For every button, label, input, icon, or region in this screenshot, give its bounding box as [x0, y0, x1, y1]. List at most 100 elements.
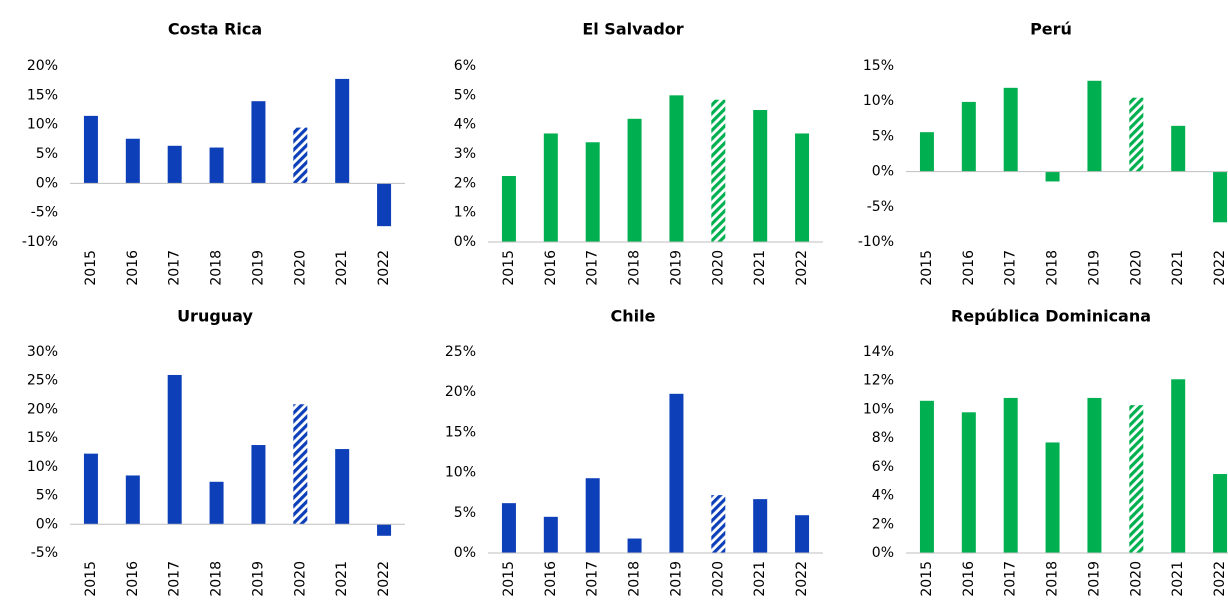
y-tick-label: 10%	[863, 93, 894, 109]
y-tick-label: 25%	[445, 344, 476, 360]
bar	[1087, 80, 1102, 172]
bar	[961, 101, 976, 172]
bar	[335, 449, 350, 525]
y-tick-label: 30%	[27, 344, 58, 360]
bar	[167, 145, 182, 184]
bar	[1213, 171, 1228, 223]
y-tick-label: 10%	[863, 401, 894, 417]
x-tick-label: 2015	[83, 250, 99, 286]
bar	[627, 118, 642, 242]
bar	[711, 99, 726, 242]
x-tick-label: 2020	[1128, 561, 1144, 597]
bar	[251, 101, 266, 184]
chart-title: Uruguay	[177, 307, 253, 326]
bar	[293, 404, 308, 525]
x-tick-label: 2018	[1045, 250, 1061, 286]
bar	[543, 516, 558, 553]
y-tick-label: 5%	[454, 87, 476, 103]
y-tick-label: -5%	[867, 199, 894, 215]
x-tick-label: 2021	[1170, 250, 1186, 286]
x-tick-label: 2016	[961, 561, 977, 597]
bar	[1171, 379, 1186, 553]
y-tick-label: 0%	[872, 164, 894, 180]
chart-title: República Dominicana	[951, 307, 1151, 326]
x-tick-label: 2015	[919, 250, 935, 286]
y-tick-label: 20%	[27, 58, 58, 74]
y-tick-label: 20%	[445, 384, 476, 400]
y-tick-label: 4%	[872, 488, 894, 504]
x-tick-label: 2017	[167, 561, 183, 597]
bar	[669, 95, 684, 242]
y-tick-label: 20%	[27, 401, 58, 417]
x-tick-label: 2019	[668, 561, 684, 597]
y-tick-label: 5%	[36, 488, 58, 504]
x-tick-label: 2018	[209, 250, 225, 286]
x-tick-label: 2016	[543, 250, 559, 286]
x-tick-label: 2017	[585, 250, 601, 286]
y-tick-label: -5%	[31, 545, 58, 561]
bar	[209, 481, 224, 525]
bar	[753, 499, 768, 553]
x-tick-label: 2018	[627, 561, 643, 597]
x-tick-label: 2022	[376, 250, 392, 286]
x-tick-label: 2018	[627, 250, 643, 286]
bar	[377, 524, 392, 536]
y-tick-label: 0%	[36, 516, 58, 532]
bar	[1087, 397, 1102, 553]
chart-title: Perú	[1030, 20, 1072, 39]
y-tick-label: 2%	[872, 516, 894, 532]
y-tick-label: 5%	[454, 505, 476, 521]
x-tick-label: 2020	[710, 250, 726, 286]
bar	[1045, 171, 1060, 182]
bar	[669, 393, 684, 553]
bar	[543, 133, 558, 242]
y-tick-label: 12%	[863, 373, 894, 389]
y-tick-label: 0%	[454, 234, 476, 250]
bar	[501, 176, 516, 242]
x-tick-label: 2021	[334, 250, 350, 286]
y-tick-label: 6%	[872, 459, 894, 475]
bar	[83, 115, 98, 184]
bar	[795, 133, 810, 242]
bar	[501, 503, 516, 553]
y-tick-label: 0%	[454, 545, 476, 561]
x-tick-label: 2022	[1212, 250, 1228, 286]
x-tick-label: 2020	[292, 250, 308, 286]
x-tick-label: 2020	[292, 561, 308, 597]
x-tick-label: 2018	[209, 561, 225, 597]
bar	[919, 132, 934, 172]
bar	[335, 78, 350, 184]
bar	[585, 478, 600, 553]
x-tick-label: 2018	[1045, 561, 1061, 597]
bar	[1003, 87, 1018, 172]
x-tick-label: 2017	[167, 250, 183, 286]
x-tick-label: 2015	[501, 561, 517, 597]
y-tick-label: -10%	[858, 234, 894, 250]
bar	[83, 453, 98, 525]
x-tick-label: 2015	[83, 561, 99, 597]
bar	[1171, 125, 1186, 172]
x-tick-label: 2017	[1003, 561, 1019, 597]
y-tick-label: 15%	[445, 424, 476, 440]
bar	[1129, 405, 1144, 553]
bar	[377, 183, 392, 227]
bar	[1213, 474, 1228, 553]
x-tick-label: 2015	[501, 250, 517, 286]
bar	[1045, 442, 1060, 553]
bar	[167, 374, 182, 525]
y-tick-label: 5%	[872, 128, 894, 144]
x-tick-label: 2016	[543, 561, 559, 597]
y-tick-label: 1%	[454, 205, 476, 221]
x-tick-label: 2020	[710, 561, 726, 597]
y-tick-label: -5%	[31, 205, 58, 221]
x-tick-label: 2020	[1128, 250, 1144, 286]
x-tick-label: 2019	[250, 561, 266, 597]
y-tick-label: 15%	[863, 58, 894, 74]
bar	[1003, 397, 1018, 553]
y-tick-label: 15%	[27, 87, 58, 103]
x-tick-label: 2021	[752, 250, 768, 286]
x-tick-label: 2021	[1170, 561, 1186, 597]
y-tick-label: 15%	[27, 430, 58, 446]
x-tick-label: 2019	[1086, 250, 1102, 286]
y-tick-label: -10%	[22, 234, 58, 250]
